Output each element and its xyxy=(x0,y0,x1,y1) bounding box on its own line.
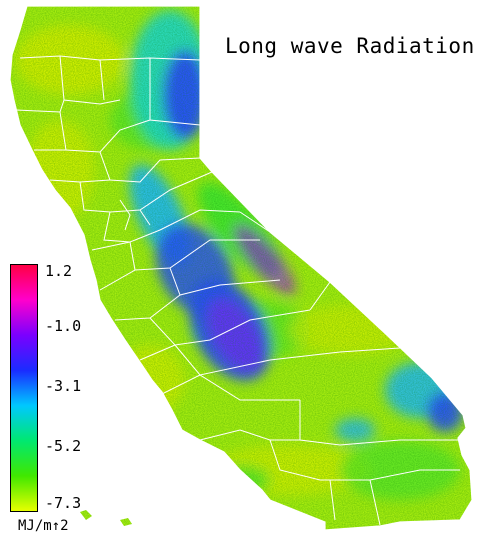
colorbar-tick-3: -3.1 xyxy=(45,377,82,395)
colorbar-tick-2: -1.0 xyxy=(45,317,82,335)
colorbar-tick-4: -5.2 xyxy=(45,437,82,455)
colorbar-units: MJ/m↑2 xyxy=(18,518,69,534)
colorbar-tick-max: 1.2 xyxy=(45,262,73,280)
colorbar-tick-min: -7.3 xyxy=(45,494,82,512)
map-title: Long wave Radiation xyxy=(225,34,475,58)
county-borders xyxy=(15,55,460,526)
colorbar xyxy=(10,264,38,512)
